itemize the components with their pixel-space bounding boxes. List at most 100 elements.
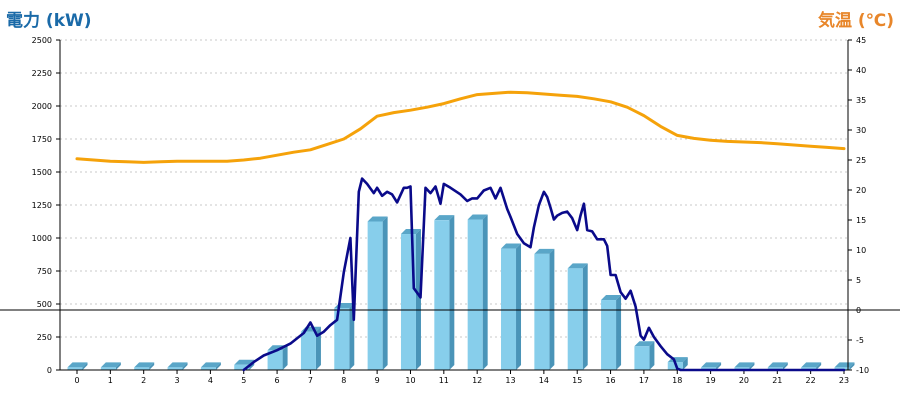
- y-tick-label: 2500: [32, 36, 52, 45]
- y-tick-label: 500: [37, 300, 52, 309]
- bar-side: [215, 362, 221, 370]
- x-tick-label: 15: [572, 376, 582, 385]
- bar-side: [382, 216, 388, 370]
- bar-side: [582, 263, 588, 370]
- x-tick-label: 17: [639, 376, 649, 385]
- bar-top: [734, 362, 755, 368]
- bar: [734, 362, 755, 370]
- bar-face: [67, 367, 83, 370]
- bar: [801, 362, 822, 370]
- bar: [601, 295, 622, 370]
- bar: [100, 362, 121, 370]
- y-tick-label: 1500: [32, 168, 52, 177]
- y-tick-label: 1000: [32, 234, 52, 243]
- bar-face: [234, 364, 250, 370]
- bar-side: [649, 341, 655, 370]
- bar-side: [149, 362, 155, 370]
- bar: [501, 243, 522, 370]
- y-tick-label: 250: [37, 333, 52, 342]
- y-right-tick-label: 0: [856, 306, 861, 315]
- x-tick-label: 13: [505, 376, 515, 385]
- bar-side: [549, 248, 555, 370]
- bar-top: [634, 341, 655, 347]
- bar-top: [234, 359, 255, 365]
- bar-face: [567, 268, 583, 370]
- bar: [534, 248, 555, 370]
- bar-top: [534, 248, 555, 254]
- bar: [834, 362, 855, 370]
- bar-top: [767, 362, 788, 368]
- y-tick-label: 1250: [32, 201, 52, 210]
- bar-face: [434, 220, 450, 370]
- grid-lines: [60, 39, 848, 338]
- x-tick-label: 12: [472, 376, 482, 385]
- bar: [134, 362, 155, 370]
- x-tick-label: 7: [308, 376, 313, 385]
- bar-top: [367, 216, 388, 222]
- y-tick-label: 2250: [32, 69, 52, 78]
- bar-top: [434, 215, 455, 221]
- bar-top: [467, 214, 488, 220]
- bar-side: [816, 362, 822, 370]
- x-tick-label: 2: [141, 376, 146, 385]
- power-bars: [67, 214, 855, 370]
- bar-side: [415, 229, 421, 370]
- y-right-tick-label: 40: [856, 66, 866, 75]
- bar-top: [701, 362, 722, 368]
- bar-face: [834, 367, 850, 370]
- bar: [367, 216, 388, 370]
- bar-top: [167, 362, 188, 368]
- bar-top: [601, 295, 622, 301]
- bar-face: [701, 367, 717, 370]
- temperature-line: [75, 90, 846, 164]
- bar-face: [200, 367, 216, 370]
- x-tick-label: 4: [208, 376, 213, 385]
- bar-face: [767, 367, 783, 370]
- y-right-tick-label: 30: [856, 126, 866, 135]
- bar-face: [367, 221, 383, 370]
- bar-side: [82, 362, 88, 370]
- x-tick-label: 14: [539, 376, 549, 385]
- bar-side: [282, 345, 288, 370]
- x-tick-label: 19: [706, 376, 716, 385]
- bar: [67, 362, 88, 370]
- bar-face: [634, 346, 650, 370]
- series-lines: [75, 90, 846, 372]
- bar-side: [315, 326, 321, 370]
- bar-face: [801, 367, 817, 370]
- x-tick-label: 10: [405, 376, 415, 385]
- bar-side: [182, 362, 188, 370]
- y-right-tick-label: 15: [856, 216, 866, 225]
- bar-face: [501, 248, 517, 370]
- bar-side: [682, 357, 688, 370]
- bar: [200, 362, 221, 370]
- x-tick-label: 22: [806, 376, 816, 385]
- bar: [434, 215, 455, 370]
- power-line: [242, 177, 846, 372]
- bar-side: [716, 362, 722, 370]
- bar-face: [167, 367, 183, 370]
- y-right-tick-label: 10: [856, 246, 866, 255]
- bar: [634, 341, 655, 370]
- x-tick-label: 21: [772, 376, 782, 385]
- bar: [167, 362, 188, 370]
- bar-side: [782, 362, 788, 370]
- bar-top: [100, 362, 121, 368]
- bar-face: [467, 219, 483, 370]
- x-tick-label: 0: [74, 376, 79, 385]
- bar-top: [67, 362, 88, 368]
- x-tick-label: 23: [839, 376, 849, 385]
- y-axis-right-label: 気温 (℃): [817, 11, 894, 31]
- bar-side: [616, 295, 622, 370]
- y-right-tick-label: 5: [856, 276, 861, 285]
- x-tick-label: 8: [341, 376, 346, 385]
- bar: [767, 362, 788, 370]
- x-tick-label: 11: [439, 376, 449, 385]
- bar-face: [267, 350, 283, 370]
- bar: [400, 229, 421, 370]
- y-tick-label: 2000: [32, 102, 52, 111]
- y-right-tick-label: 35: [856, 96, 866, 105]
- bar-top: [567, 263, 588, 269]
- y-right-tick-label: 25: [856, 156, 866, 165]
